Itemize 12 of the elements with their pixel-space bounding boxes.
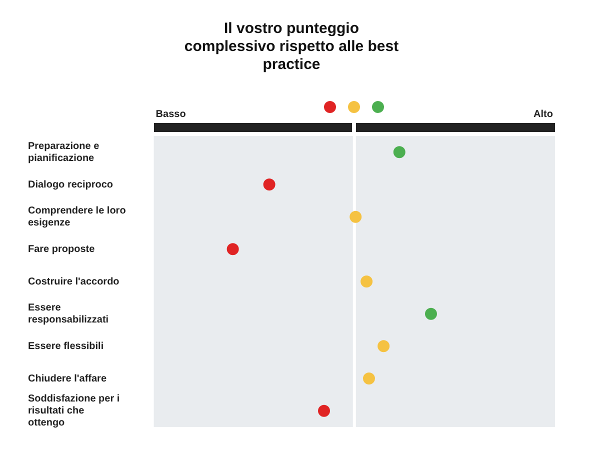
y-tick-label: Soddisfazione per i risultati che ottengo [28,394,120,429]
chart-title: Il vostro punteggio complessivo rispetto alle best practice [184,20,399,74]
y-tick-label: Comprendere le loro esigenze [28,206,126,229]
y-tick-label: Essere flessibili [28,340,104,352]
y-tick-label: Dialogo reciproco [28,179,114,190]
text: Basso [156,108,186,120]
text: Alto [534,108,553,120]
y-tick-label: Costruire l'accordo [28,276,120,288]
y-tick-label: Fare proposte [28,244,96,255]
y-tick-label: Chiudere l'affare [28,373,107,384]
y-tick-label: Preparazione e pianificazione [28,140,100,164]
y-tick-label: Essere responsabilizzati [28,302,109,326]
